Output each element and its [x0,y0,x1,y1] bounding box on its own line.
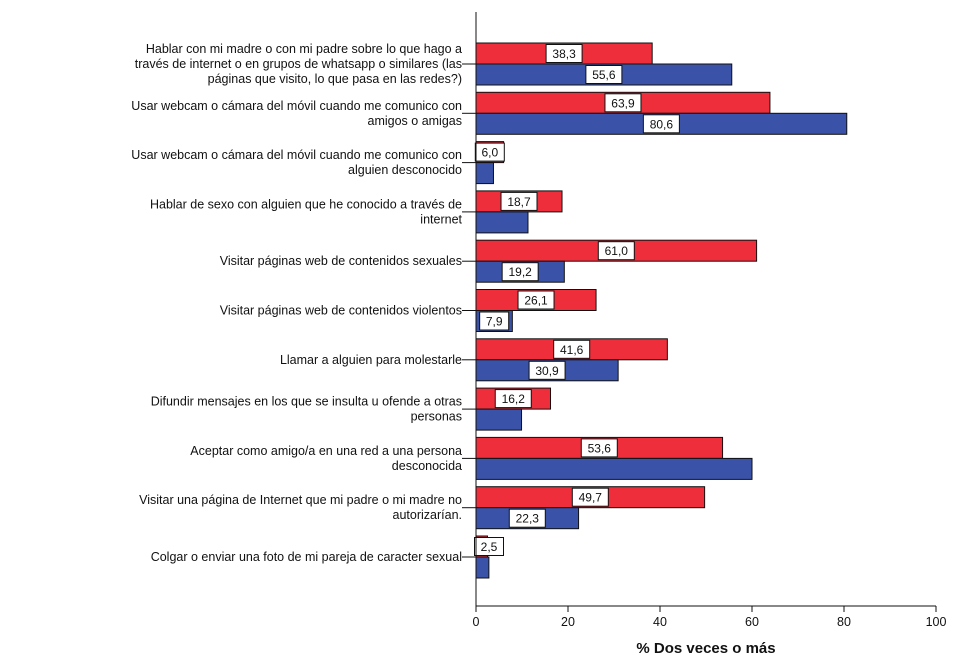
data-label-series1-cat2: 63,9 [604,93,642,113]
data-label-text: 63,9 [611,96,635,110]
category-label-line: personas [411,410,462,424]
data-label-series1-cat1: 38,3 [545,44,583,63]
category-label-4: Hablar de sexo con alguien que he conoci… [150,197,463,226]
data-label-box [474,537,504,556]
data-label-text: 18,7 [507,195,531,209]
data-label-series1-cat8: 16,2 [494,389,532,409]
data-label-text: 55,6 [592,68,616,82]
data-label-series2-cat5: 19,2 [501,262,539,282]
category-label-line: Difundir mensajes en los que se insulta … [151,395,462,409]
data-label-text: 2,5 [481,540,498,554]
bar-series2-cat4 [475,211,529,234]
category-label-line: Colgar o enviar una foto de mi pareja de… [151,550,462,564]
data-label-text: 30,9 [535,364,559,378]
data-label-box [571,487,609,507]
x-tick-label: 80 [837,615,851,629]
data-label-text: 80,6 [650,117,674,131]
data-label-text: 7,9 [486,315,503,329]
x-axis-title: % Dos veces o más [636,640,775,657]
category-label-line: Usar webcam o cámara del móvil cuando me… [131,99,462,113]
data-label-series1-cat7: 41,6 [553,339,591,359]
category-label-6: Visitar páginas web de contenidos violen… [220,304,462,318]
data-label-box [597,241,635,261]
category-label-line: Hablar con mi madre o con mi padre sobre… [146,42,462,56]
category-label-line: autorizarían. [393,508,462,522]
data-label-text: 22,3 [516,512,540,526]
category-label-line: Aceptar como amigo/a en una red a una pe… [190,444,462,458]
category-label-2: Usar webcam o cámara del móvil cuando me… [131,99,462,128]
data-label-box [474,142,505,162]
data-label-text: 38,3 [552,47,576,61]
category-label-line: Visitar páginas web de contenidos sexual… [220,254,462,268]
category-label-line: desconocida [392,459,462,473]
category-label-line: Hablar de sexo con alguien que he conoci… [150,197,462,211]
x-tick-label: 0 [473,615,480,629]
category-label-3: Usar webcam o cámara del móvil cuando me… [131,148,462,177]
category-label-7: Llamar a alguien para molestarle [280,353,462,367]
data-label-series1-cat10: 49,7 [571,487,609,507]
category-label-line: internet [420,212,462,226]
data-label-box [494,389,532,409]
data-label-text: 61,0 [605,244,629,258]
category-label-line: Visitar una página de Internet que mi pa… [139,493,462,507]
x-tick-label: 100 [926,615,947,629]
category-label-line: páginas que visito, lo que pasa en las r… [208,72,462,86]
data-label-box [528,360,566,380]
category-label-line: Visitar páginas web de contenidos violen… [220,304,462,318]
category-label-10: Visitar una página de Internet que mi pa… [139,493,462,522]
data-label-series2-cat6: 7,9 [479,311,510,331]
category-label-line: través de internet o en grupos de whatsa… [135,57,462,71]
data-label-box [500,191,538,211]
data-label-series1-cat9: 53,6 [580,438,618,458]
category-label-line: amigos o amigas [368,114,463,128]
bar-series2-cat8 [475,408,523,431]
data-label-box [553,339,591,359]
data-label-box [604,93,642,113]
data-label-series1-cat3: 6,0 [474,142,505,162]
data-label-text: 41,6 [560,343,584,357]
bar-series2-cat9 [475,457,753,480]
x-tick-label: 40 [653,615,667,629]
data-label-series2-cat2: 80,6 [642,114,680,134]
data-label-box [479,311,510,331]
data-label-text: 26,1 [524,294,548,308]
axes-layer: 0 20 40 60 80 100 [462,12,946,629]
category-label-line: alguien desconocido [348,163,462,177]
data-label-box [585,65,623,84]
data-label-box [508,508,546,528]
data-label-text: 53,6 [588,441,612,455]
data-label-text: 19,2 [508,265,532,279]
data-label-text: 16,2 [502,392,526,406]
category-label-line: Usar webcam o cámara del móvil cuando me… [131,148,462,162]
bar-series2-cat11 [475,556,490,579]
data-label-box [517,290,555,310]
data-labels-layer: 38,3 55,6 63,9 80,6 6,0 18,7 61,0 19,2 26,1 7,9 41… [474,44,680,556]
category-label-line: Llamar a alguien para molestarle [280,353,462,367]
category-label-1: Hablar con mi madre o con mi padre sobre… [135,42,462,86]
data-label-box [580,438,618,458]
category-label-5: Visitar páginas web de contenidos sexual… [220,254,462,268]
x-tick-label: 20 [561,615,575,629]
data-label-box [642,114,680,134]
category-labels-layer: Hablar con mi madre o con mi padre sobre… [131,42,462,564]
data-label-series1-cat5: 61,0 [597,241,635,261]
category-label-8: Difundir mensajes en los que se insulta … [151,395,462,424]
x-tick-label: 60 [745,615,759,629]
bar-series2-cat3 [475,162,494,185]
data-label-series2-cat1: 55,6 [585,65,623,84]
category-label-11: Colgar o enviar una foto de mi pareja de… [151,550,462,564]
data-label-text: 49,7 [579,491,603,505]
data-label-text: 6,0 [481,146,498,160]
data-label-series2-cat10: 22,3 [508,508,546,528]
data-label-series2-cat7: 30,9 [528,360,566,380]
data-label-box [545,44,583,63]
data-label-series1-cat6: 26,1 [517,290,555,310]
data-label-series1-cat4: 18,7 [500,191,538,211]
data-label-series1-cat11: 2,5 [474,537,504,556]
category-label-9: Aceptar como amigo/a en una red a una pe… [190,444,462,473]
data-label-box [501,262,539,282]
